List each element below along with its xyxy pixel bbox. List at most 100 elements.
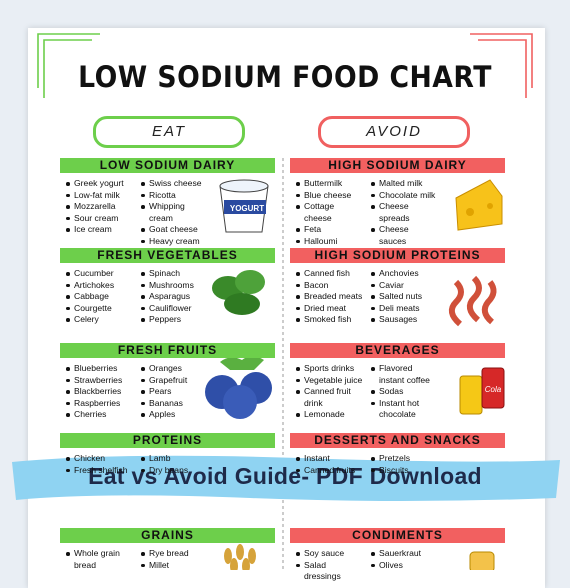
- list-item: Salad dressings: [295, 560, 363, 583]
- item-list: Canned fish Bacon Breaded meats Dried meat S…: [295, 268, 363, 326]
- item-list: Buttermilk Blue cheese Cottage cheese Feta H…: [295, 178, 363, 247]
- list-item: Ice cream: [65, 224, 133, 236]
- decorations: Cola: [12, 33, 560, 570]
- banner-brush: [12, 455, 560, 501]
- section-header: DESSERTS AND SNACKS: [290, 433, 505, 448]
- list-item: Millet: [140, 560, 208, 572]
- list-item: Bacon: [295, 280, 363, 292]
- item-list: Swiss cheese Ricotta Whipping cream Goat ch…: [140, 178, 208, 247]
- section-header: PROTEINS: [60, 433, 275, 448]
- list-item: Apples: [140, 409, 208, 421]
- list-item: Chocolate milk: [370, 190, 438, 202]
- list-item: Mushrooms: [140, 280, 208, 292]
- list-item: Caviar: [370, 280, 438, 292]
- item-list: Malted milk Chocolate milk Cheese spreads C…: [370, 178, 438, 259]
- list-item: Cottage cheese: [295, 201, 363, 224]
- list-item: Cabbage: [65, 291, 133, 303]
- section-header: LOW SODIUM DAIRY: [60, 158, 275, 173]
- list-item: Soy sauce: [295, 548, 363, 560]
- list-item: Malted milk: [370, 178, 438, 190]
- list-item: Raspberries: [65, 398, 133, 410]
- list-item: Smoked fish: [295, 314, 363, 326]
- item-list: Soy sauce Salad dressings: [295, 548, 363, 583]
- list-item: Greek yogurt: [65, 178, 133, 190]
- item-list: Oranges Grapefruit Pears Bananas Apples: [140, 363, 208, 421]
- list-item: Dried meat: [295, 303, 363, 315]
- list-item: Halloumi: [295, 236, 363, 248]
- list-item: Canned fruit drink: [295, 386, 363, 409]
- list-item: Salted nuts: [370, 291, 438, 303]
- list-item: Cheese sauces: [370, 224, 438, 247]
- list-item: Sauerkraut: [370, 548, 438, 560]
- list-item: Pretzels: [370, 453, 438, 465]
- list-item: Mozzarella: [65, 201, 133, 213]
- list-item: Fresh shelfish: [65, 465, 133, 477]
- cola-label: Cola: [485, 385, 502, 394]
- list-item: Low-fat milk: [65, 190, 133, 202]
- list-item: Canned fruits: [295, 465, 363, 477]
- list-item: Sausages: [370, 314, 438, 326]
- section-header: BEVERAGES: [290, 343, 505, 358]
- list-item: Cheese spreads: [370, 201, 438, 224]
- list-item: Strawberries: [65, 375, 133, 387]
- list-item: Celery: [65, 314, 133, 326]
- section-header: GRAINS: [60, 528, 275, 543]
- list-item: Feta: [295, 224, 363, 236]
- list-item: Lemonade: [295, 409, 363, 421]
- item-list: Anchovies Caviar Salted nuts Deli meats Saus…: [370, 268, 438, 326]
- list-item: Chicken: [65, 453, 133, 465]
- banner-text: Eat vs Avoid Guide- PDF Download: [88, 463, 482, 489]
- section-header: CONDIMENTS: [290, 528, 505, 543]
- item-list: Rye bread Millet: [140, 548, 208, 571]
- list-item: Rye bread: [140, 548, 208, 560]
- section-header: HIGH SODIUM DAIRY: [290, 158, 505, 173]
- list-item: Oranges: [140, 363, 208, 375]
- section-header: FRESH VEGETABLES: [60, 248, 275, 263]
- blueberry-icon: [205, 356, 272, 419]
- list-item: Canned fish: [295, 268, 363, 280]
- list-item: Breaded meats: [295, 291, 363, 303]
- spinach-icon: [212, 270, 265, 315]
- list-item: Blackberries: [65, 386, 133, 398]
- section-header: FRESH FRUITS: [60, 343, 275, 358]
- list-item: Lamb: [140, 453, 208, 465]
- list-item: Whipping cream: [140, 201, 208, 224]
- list-item: Courgette: [65, 303, 133, 315]
- item-list: Chicken Fresh shelfish: [65, 453, 133, 476]
- bottle-icon: [469, 551, 495, 570]
- item-list: Whole grain bread: [65, 548, 133, 571]
- bacon-icon: [448, 275, 497, 327]
- wheat-icon: [224, 544, 256, 570]
- item-list: Greek yogurt Low-fat milk Mozzarella Sour c…: [65, 178, 133, 236]
- red-corner: [470, 33, 533, 98]
- item-list: Flavored instant coffee Sodas Instant hot …: [370, 363, 438, 421]
- list-item: Cherries: [65, 409, 133, 421]
- yogurt-icon: [219, 179, 269, 233]
- list-item: Cucumber: [65, 268, 133, 280]
- section-header: HIGH SODIUM PROTEINS: [290, 248, 505, 263]
- list-item: Anchovies: [370, 268, 438, 280]
- list-item: Whole grain bread: [65, 548, 133, 571]
- page: Cola LOW SODIUM FOOD CHART EAT AVOID YOG…: [12, 28, 560, 588]
- yogurt-label: YOGURT: [229, 204, 265, 213]
- item-list: Cucumber Artichokes Cabbage Courgette Celery: [65, 268, 133, 326]
- item-list: Blueberries Strawberries Blackberries Raspb…: [65, 363, 133, 421]
- list-item: Flavored instant coffee: [370, 363, 438, 386]
- list-item: Olives: [370, 560, 438, 572]
- list-item: Blueberries: [65, 363, 133, 375]
- list-item: Blue cheese: [295, 190, 363, 202]
- item-list: Sports drinks Vegetable juice Canned fruit…: [295, 363, 363, 421]
- list-item: Sports drinks: [295, 363, 363, 375]
- list-item: Dry beans: [140, 465, 208, 477]
- list-item: Instant: [295, 453, 363, 465]
- eat-pill: EAT: [93, 116, 245, 148]
- list-item: Ricotta: [140, 190, 208, 202]
- item-list: Sauerkraut Olives: [370, 548, 438, 571]
- item-list: Instant Canned fruits: [295, 453, 363, 476]
- item-list: Spinach Mushrooms Asparagus Cauliflower Pepp…: [140, 268, 208, 326]
- list-item: Sodas: [370, 386, 438, 398]
- drinks-icon: Cola: [459, 367, 505, 415]
- title: LOW SODIUM FOOD CHART: [78, 60, 492, 94]
- item-list: Pretzels Biscuits: [370, 453, 438, 476]
- cheese-icon: [455, 179, 503, 231]
